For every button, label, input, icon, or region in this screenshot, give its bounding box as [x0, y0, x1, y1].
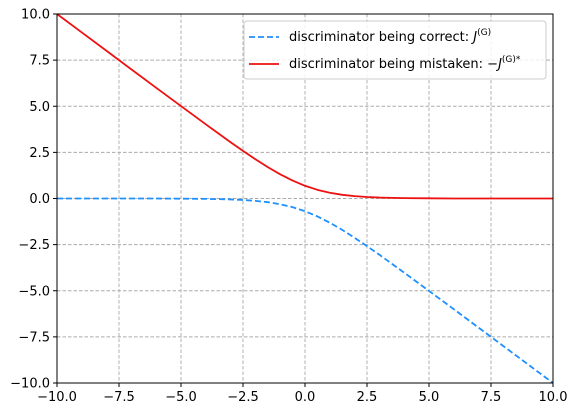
x-tick-label: 7.5 — [481, 390, 502, 405]
legend-label-mistaken: discriminator being mistaken: −J(G)* — [289, 55, 521, 72]
y-tick-label: 2.5 — [29, 146, 50, 161]
legend-label-mistaken-prefix: discriminator being mistaken: − — [289, 57, 498, 72]
series-line-correct — [57, 197, 554, 384]
legend-label-correct: discriminator being correct: J(G) — [289, 28, 491, 45]
y-tick-label: 10.0 — [21, 8, 50, 23]
y-tick-label: −7.5 — [18, 330, 50, 345]
y-tick-label: −5.0 — [18, 284, 50, 299]
y-tick-label: −2.5 — [18, 238, 50, 253]
legend-label-mistaken-math: J — [495, 57, 502, 72]
x-tick-label: 10.0 — [539, 390, 568, 405]
x-tick-label: −2.5 — [227, 390, 259, 405]
legend-label-correct-prefix: discriminator being correct: — [289, 30, 473, 45]
y-tick-label: 7.5 — [29, 54, 50, 69]
x-tick-label: 0.0 — [295, 390, 316, 405]
x-tick-label: −5.0 — [165, 390, 197, 405]
y-tick-label: 5.0 — [29, 100, 50, 115]
legend-label-correct-math: J — [470, 30, 477, 45]
legend-label-correct-sup: (G) — [477, 28, 491, 38]
legend: discriminator being correct: J(G) discri… — [243, 20, 547, 80]
y-tick-label: 0.0 — [29, 192, 50, 207]
plot-series — [56, 13, 554, 384]
y-tick-label: −10.0 — [10, 377, 50, 392]
legend-box — [243, 20, 547, 80]
x-tick-label: −10.0 — [37, 390, 77, 405]
x-tick-label: −7.5 — [103, 390, 135, 405]
x-tick-label: 2.5 — [357, 390, 378, 405]
axis-ticks: −10.0 −7.5 −5.0 −2.5 0.0 2.5 5.0 7.5 10.0 −10.0 −7… — [10, 8, 567, 406]
series-line-mistaken — [56, 13, 553, 200]
x-tick-label: 5.0 — [419, 390, 440, 405]
legend-label-mistaken-sup: (G)* — [502, 55, 521, 65]
